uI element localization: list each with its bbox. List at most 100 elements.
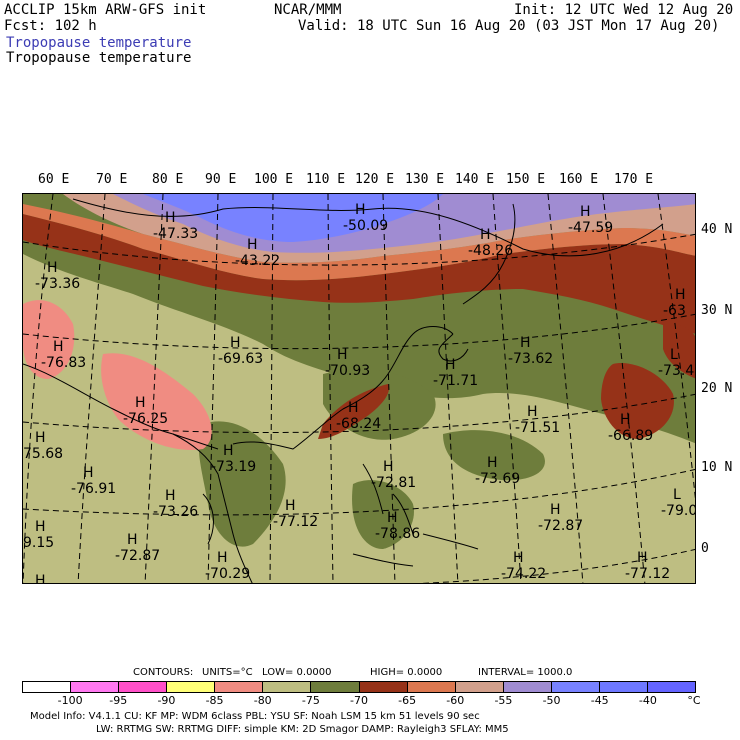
olive-patch-philippines (352, 480, 414, 549)
valid-time: Valid: 18 UTC Sun 16 Aug 20 (03 JST Mon … (298, 18, 720, 34)
extremum-value: -68.24 (336, 416, 381, 432)
model-info-line2: LW: RRTMG SW: RRTMG DIFF: simple KM: 2D … (96, 724, 509, 735)
coastlines (23, 198, 664, 583)
extremum-value: -73.69 (475, 471, 520, 487)
high-marker: H (637, 550, 648, 566)
colorbar-swatch (119, 682, 168, 692)
contours-label: CONTOURS: (133, 667, 194, 678)
lat-label: 0 (701, 541, 709, 556)
colorbar-swatch (23, 682, 72, 692)
high-marker: H (47, 260, 58, 276)
extremum-value: -73.4 (658, 363, 694, 379)
lon-label: 150 E (506, 172, 546, 187)
high-marker: H (35, 519, 46, 535)
high-marker: H (165, 488, 176, 504)
low-marker: L (670, 347, 678, 363)
colorbar-swatch (648, 682, 696, 692)
extremum-value: -69.63 (218, 351, 263, 367)
dark-red-china-streak (318, 384, 389, 439)
extremum-value: -76.25 (123, 411, 168, 427)
high-marker: H (135, 395, 146, 411)
high-marker: H (445, 357, 456, 373)
high-marker: H (487, 455, 498, 471)
lon-label: 130 E (405, 172, 445, 187)
field-title-shaded: Tropopause temperature (6, 35, 192, 51)
colorbar-swatch (599, 682, 649, 692)
lat-label: 20 N (701, 381, 733, 396)
extremum-value: -77.12 (625, 566, 670, 582)
extremum-value: -76.83 (41, 355, 86, 371)
lat-label: 40 N (701, 222, 733, 237)
contours-units: UNITS=°C (202, 667, 253, 678)
olive-patch-indochina (198, 421, 286, 547)
high-marker: H (480, 227, 491, 243)
lon-label: 60 E (38, 172, 70, 187)
high-marker: H (285, 498, 296, 514)
colorbar-tick-label: -45 (590, 694, 609, 707)
extremum-value: -71.71 (433, 373, 478, 389)
high-marker: H (35, 430, 46, 446)
extremum-value: -70.93 (325, 363, 370, 379)
high-marker: H (53, 339, 64, 355)
high-marker: H (550, 502, 561, 518)
colorbar-tick-label: -65 (398, 694, 417, 707)
lon-label: 100 E (254, 172, 294, 187)
contours-interval: INTERVAL= 1000.0 (478, 667, 573, 678)
colorbar-tick-label: -50 (542, 694, 561, 707)
extremum-value: -47.33 (153, 226, 198, 242)
high-marker: H (675, 287, 686, 303)
colorbar-swatch (263, 682, 312, 692)
colorbar-tick-label: -90 (157, 694, 176, 707)
high-low-labels: H-47.33H-43.22H-50.09H-48.26H-47.59H-73.… (23, 202, 696, 583)
colorbar-swatch (407, 682, 456, 692)
forecast-hour: Fcst: 102 h (4, 18, 97, 34)
model-info-line1: Model Info: V4.1.1 CU: KF MP: WDM 6class… (30, 711, 480, 722)
lon-label: 120 E (355, 172, 395, 187)
lon-label: 160 E (559, 172, 599, 187)
orange-band (23, 204, 695, 281)
high-marker: H (520, 335, 531, 351)
high-marker: H (127, 532, 138, 548)
tropopause-temperature-map: H-47.33H-43.22H-50.09H-48.26H-47.59H-73.… (23, 194, 696, 583)
high-marker: H (247, 237, 258, 253)
extremum-value: -71.51 (515, 420, 560, 436)
low-marker: L (673, 487, 681, 503)
colorbar-tick-label: -85 (205, 694, 224, 707)
colorbar-swatch (359, 682, 408, 692)
extremum-value: -73.26 (153, 504, 198, 520)
contours-high: HIGH= 0.0000 (370, 667, 443, 678)
colorbar-swatch (167, 682, 216, 692)
extremum-value: -72.87 (115, 548, 160, 564)
high-marker: H (337, 347, 348, 363)
colorbar-swatch (215, 682, 264, 692)
dark-red-band (23, 214, 695, 334)
olive-patch-pacific (443, 430, 545, 481)
lon-label: 90 E (205, 172, 237, 187)
lon-label: 140 E (455, 172, 495, 187)
colorbar-tick-label: -80 (253, 694, 272, 707)
field-title-contour: Tropopause temperature (6, 50, 192, 66)
extremum-value: -73.62 (508, 351, 553, 367)
extremum-value: -77.12 (273, 514, 318, 530)
extremum-value: -73.36 (35, 276, 80, 292)
extremum-value: 75.68 (23, 446, 63, 462)
colorbar-tick-label: -40 (638, 694, 657, 707)
high-marker: H (580, 204, 591, 220)
extremum-value: -72.87 (538, 518, 583, 534)
extremum-value: -72.81 (371, 475, 416, 491)
pink-zone-india (101, 353, 212, 450)
map-panel: H -47.33 H -43.22 H -50.09 H -48.26 H -47.59 H -73.… (22, 193, 696, 584)
high-marker: H (83, 465, 94, 481)
extremum-value: -78.86 (375, 526, 420, 542)
pink-zone-west (23, 300, 75, 379)
extremum-value: -48.26 (468, 243, 513, 259)
extremum-value: -79.0 (661, 503, 696, 519)
colorbar-swatch (455, 682, 504, 692)
high-marker: H (620, 412, 631, 428)
model-title: ACCLIP 15km ARW-GFS init (4, 2, 207, 18)
high-marker: H (527, 404, 538, 420)
dark-red-pacific (601, 363, 674, 439)
high-marker: H (230, 335, 241, 351)
colorbar-tick-label: -60 (446, 694, 465, 707)
extremum-value: -73.19 (211, 459, 256, 475)
